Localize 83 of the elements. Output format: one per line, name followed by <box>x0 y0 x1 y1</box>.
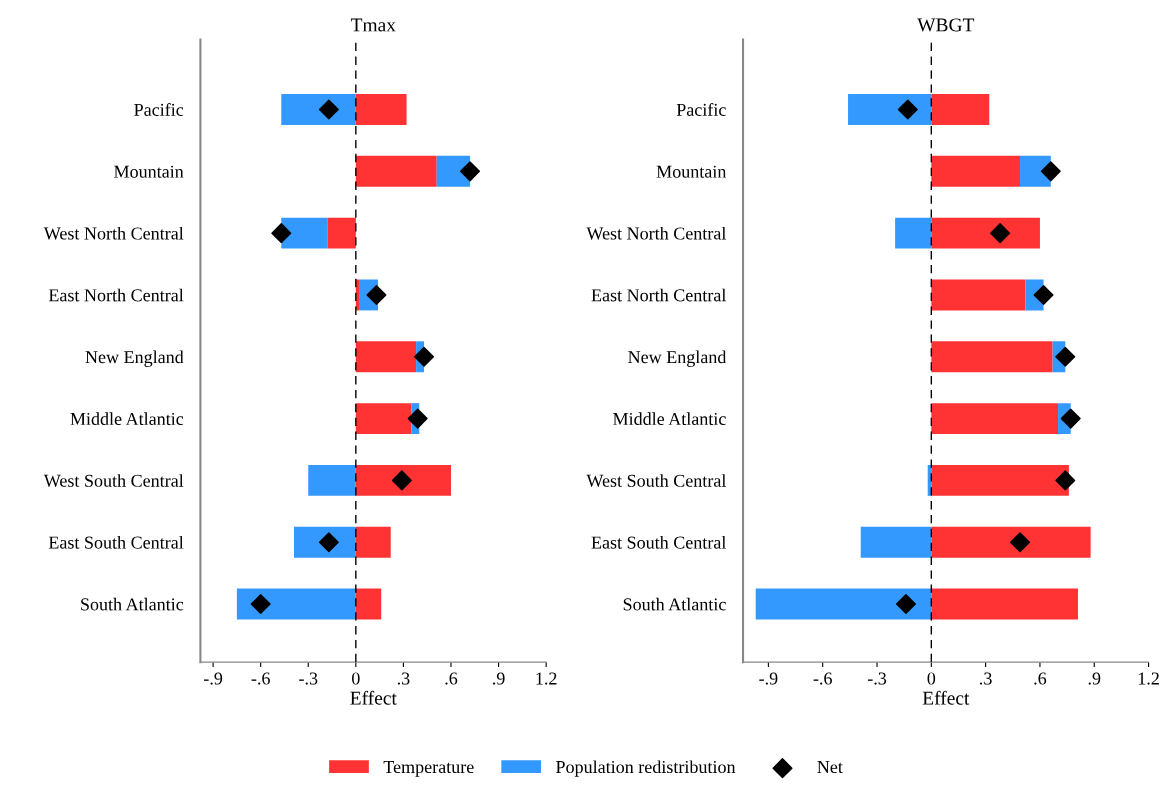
point <box>1060 408 1081 429</box>
y-tick-label: Middle Atlantic <box>613 412 726 426</box>
x-tick-label: 0 <box>352 672 360 685</box>
bar <box>281 217 328 249</box>
point <box>1010 532 1031 553</box>
chart-title: WBGT <box>917 18 975 32</box>
chart-title: Tmax <box>350 18 396 32</box>
bar <box>931 526 1091 558</box>
point <box>414 346 435 367</box>
y-tick-label: Middle Atlantic <box>70 412 184 426</box>
bar <box>355 464 451 496</box>
bar <box>355 341 417 373</box>
y-tick-label: East South Central <box>591 535 727 549</box>
y-tick-label: West North Central <box>43 226 184 240</box>
y-tick-label: South Atlantic <box>623 597 726 611</box>
legend-label: Temperature <box>383 761 474 777</box>
y-tick-label: Mountain <box>656 165 727 178</box>
y-tick-label: New England <box>85 350 184 367</box>
point <box>407 408 428 429</box>
y-tick-label: East South Central <box>48 535 184 549</box>
bar <box>355 403 412 435</box>
x-tick-label: 0 <box>927 672 936 685</box>
x-tick-label: -.9 <box>203 672 223 685</box>
bar <box>327 217 356 249</box>
bar <box>355 588 382 620</box>
y-tick-label: Mountain <box>114 165 184 178</box>
point <box>1033 284 1054 305</box>
legend-label: Population redistribution <box>556 760 736 777</box>
bar <box>436 155 471 187</box>
y-tick-label: Pacific <box>134 103 184 116</box>
point <box>391 470 412 491</box>
bar <box>281 94 356 125</box>
x-tick-label: 1.2 <box>536 672 557 685</box>
x-tick-label: -.9 <box>759 672 778 685</box>
x-tick-label: -.3 <box>867 672 887 685</box>
bar <box>931 464 1069 496</box>
x-axis-title: Effect <box>922 690 970 705</box>
bar <box>308 464 356 496</box>
legend-label: Net <box>817 761 843 774</box>
y-tick-label: West South Central <box>586 474 727 487</box>
x-tick-label: -.3 <box>299 672 318 685</box>
y-tick-label: East North Central <box>591 288 727 302</box>
bar <box>931 217 1040 249</box>
point <box>1055 346 1076 367</box>
bar <box>931 155 1021 187</box>
y-tick-label: Pacific <box>676 103 726 116</box>
bar <box>931 279 1026 311</box>
bar <box>848 94 932 125</box>
bar <box>355 155 437 187</box>
x-tick-label: .3 <box>980 672 992 685</box>
x-axis-title: Effect <box>350 690 397 705</box>
x-tick-label: -.6 <box>251 672 270 685</box>
y-tick-label: South Atlantic <box>81 597 184 611</box>
bar <box>236 588 356 620</box>
x-tick-label: .3 <box>397 672 410 685</box>
point <box>895 594 916 615</box>
y-tick-label: West South Central <box>43 474 184 487</box>
y-tick-label: New England <box>628 350 727 367</box>
x-tick-label: .6 <box>445 672 458 685</box>
x-tick-label: .6 <box>1034 672 1047 685</box>
point <box>271 223 292 244</box>
point <box>460 161 481 182</box>
bar <box>931 403 1059 435</box>
point <box>990 223 1011 244</box>
x-tick-label: 1.2 <box>1138 672 1159 685</box>
bar <box>931 341 1053 373</box>
point <box>1055 470 1076 491</box>
point <box>366 284 387 305</box>
x-tick-label: .9 <box>1088 672 1101 685</box>
x-tick-label: -.6 <box>813 672 832 685</box>
bar <box>355 94 407 125</box>
point <box>897 99 918 120</box>
y-tick-label: West North Central <box>586 226 727 240</box>
y-tick-label: East North Central <box>48 288 184 302</box>
bar <box>755 588 932 620</box>
point <box>1040 161 1061 182</box>
x-tick-label: .9 <box>492 672 505 685</box>
bar <box>931 94 990 125</box>
bar <box>860 526 932 558</box>
bar <box>895 217 932 249</box>
bar <box>355 526 391 558</box>
point <box>250 594 271 615</box>
bar <box>931 588 1078 620</box>
